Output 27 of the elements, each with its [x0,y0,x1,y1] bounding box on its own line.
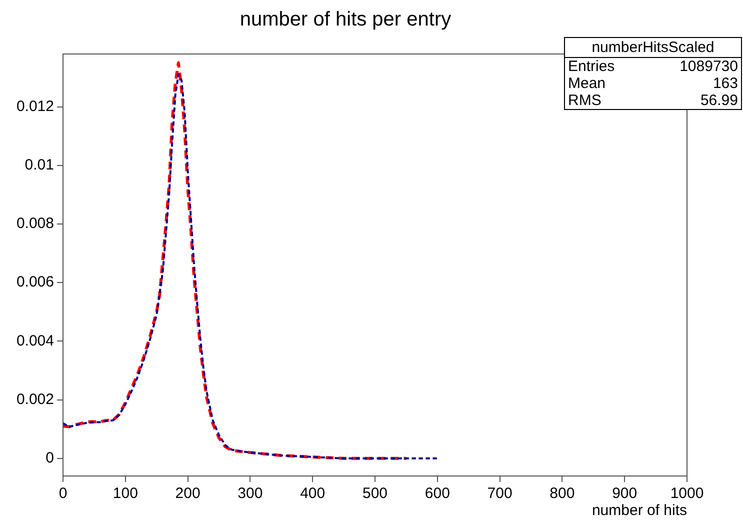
text: 56.99 [700,92,738,109]
annotation: Mean [568,75,606,92]
x-tick-label: 500 [362,485,388,502]
y-tick-label: 0.008 [16,215,54,232]
x-tick-label: 700 [487,485,512,502]
x-tick-label: 1000 [670,485,704,502]
x-tick-label: 200 [175,485,200,502]
x-tick-label: 300 [238,485,263,502]
annotation: Entries [568,58,615,75]
text: 163 [712,75,738,92]
y-tick-label: 0.006 [16,274,54,291]
chart-title: number of hits per entry [240,8,452,31]
x-tick-label: 600 [424,485,450,502]
x-tick-label: 900 [612,485,638,502]
annotation: 1089730 [680,58,738,75]
y-tick-label: 0.002 [16,390,54,408]
annotation: RMS [568,92,602,109]
y-tick-label: 0.01 [24,156,54,174]
x-tick-label: 400 [300,485,326,502]
y-tick-label: 0.004 [16,332,54,350]
x-tick-label: 100 [112,485,138,502]
x-tick-label: 800 [550,485,575,502]
y-tick-label: 0 [46,450,54,467]
y-tick-label: 0.012 [16,98,54,115]
annotation: numberHitsScaled [565,38,741,58]
x-tick-label: 0 [58,485,68,502]
x-axis-title: number of hits [592,502,687,520]
